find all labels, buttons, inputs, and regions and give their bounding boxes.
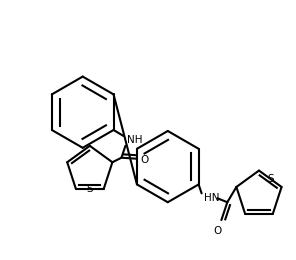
Text: NH: NH: [127, 135, 143, 145]
Text: HN: HN: [204, 193, 219, 203]
Text: S: S: [267, 174, 274, 184]
Text: O: O: [140, 155, 149, 165]
Text: O: O: [213, 226, 221, 236]
Text: S: S: [86, 184, 93, 194]
